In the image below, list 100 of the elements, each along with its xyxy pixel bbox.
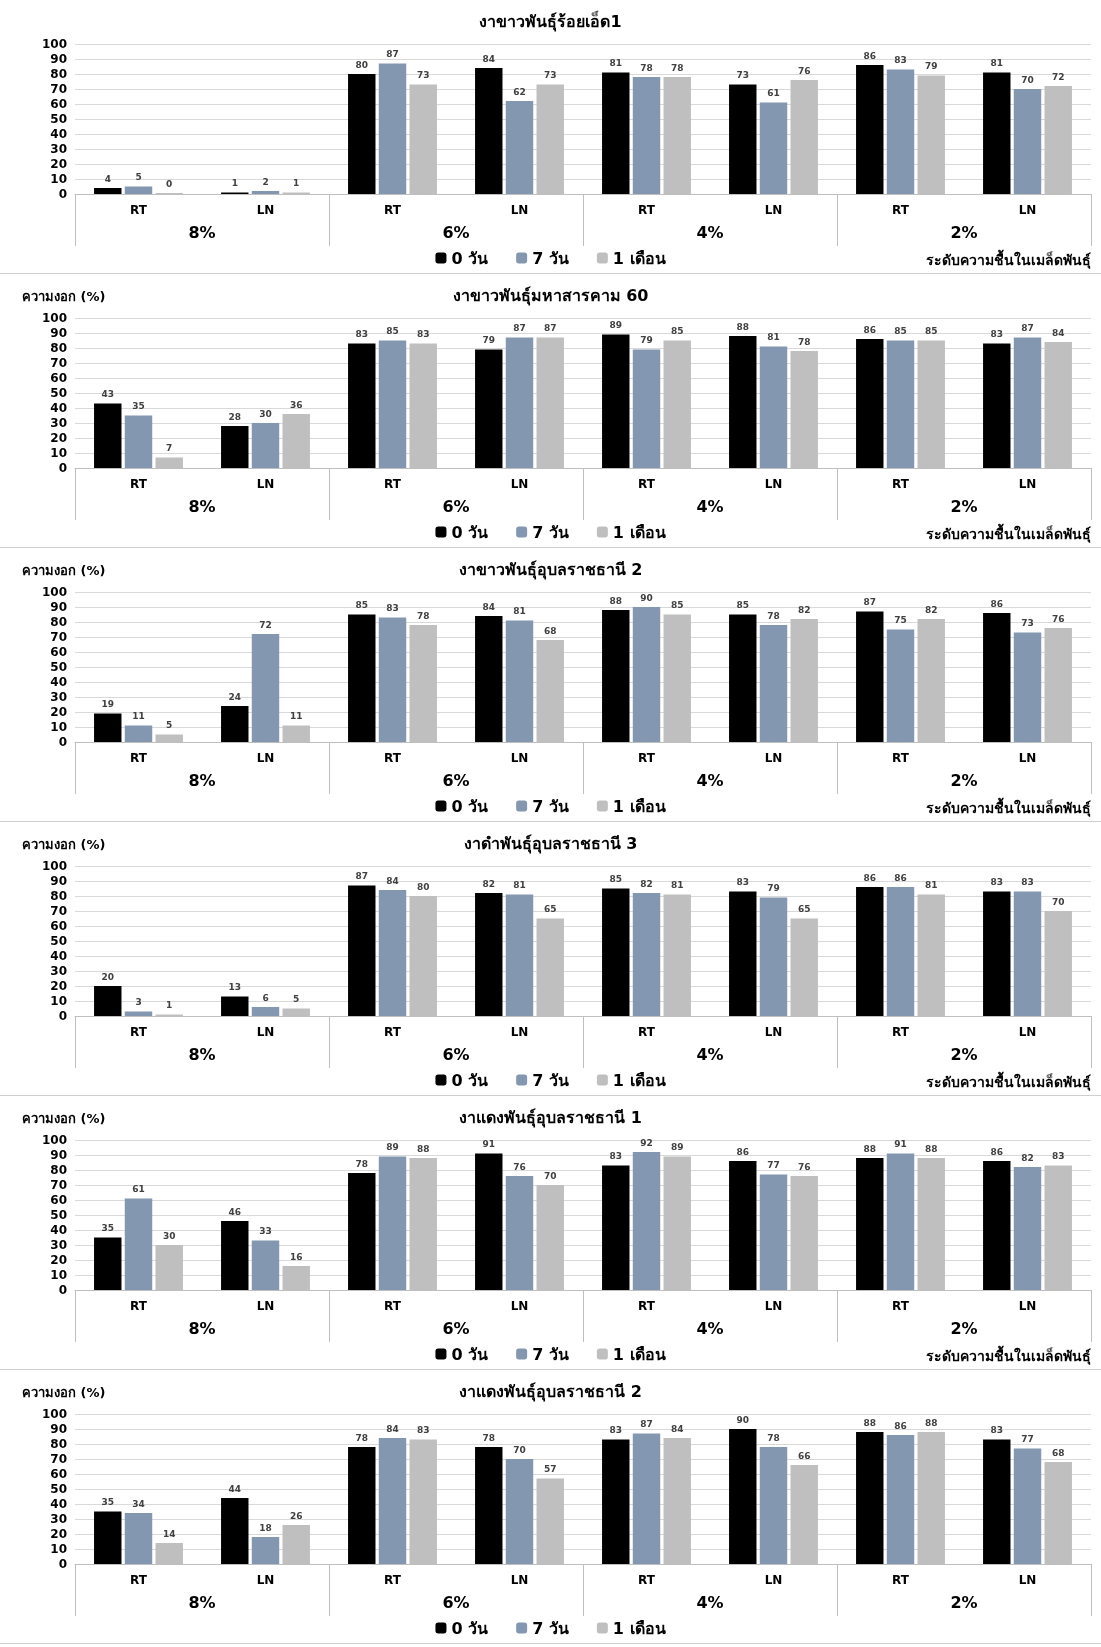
- legend-label: 1 เดือน: [612, 1344, 666, 1364]
- data-label: 88: [924, 1417, 938, 1428]
- bar: [475, 616, 503, 742]
- y-tick-label: 90: [50, 52, 67, 66]
- x-tick-label: RT: [130, 751, 148, 765]
- data-label: 19: [101, 699, 115, 709]
- data-label: 87: [543, 323, 557, 333]
- x-tick-label: RT: [892, 203, 910, 217]
- data-label: 83: [416, 1425, 430, 1435]
- y-tick-label: 20: [50, 157, 67, 171]
- bar: [124, 186, 153, 194]
- data-label: 72: [259, 619, 272, 630]
- bar: [475, 893, 503, 1016]
- y-tick-label: 100: [41, 311, 67, 325]
- data-label: 73: [1021, 618, 1034, 628]
- data-label: 92: [640, 1137, 653, 1148]
- x-tick-label: LN: [1018, 1025, 1037, 1039]
- y-tick-label: 20: [50, 431, 67, 445]
- data-label: 70: [1021, 74, 1034, 85]
- legend-label: 1 เดือน: [612, 522, 666, 542]
- bar: [94, 403, 122, 468]
- bar: [475, 1447, 503, 1564]
- bar: [632, 607, 661, 742]
- text: 8%: [188, 770, 216, 790]
- data-label: 81: [767, 332, 780, 342]
- data-label: 76: [1051, 613, 1065, 624]
- data-label: 11: [289, 711, 303, 721]
- x-tick-label: LN: [510, 1573, 529, 1587]
- x-tick-label: RT: [638, 477, 656, 491]
- data-label: 26: [289, 1510, 303, 1521]
- bar: [124, 1198, 153, 1290]
- x-tick-label: RT: [130, 1573, 148, 1587]
- data-label: 35: [101, 1497, 115, 1507]
- bar: [348, 885, 376, 1016]
- bar: [983, 613, 1011, 742]
- data-label: 70: [513, 1444, 526, 1455]
- x-tick-label: RT: [892, 477, 910, 491]
- bar: [856, 1158, 884, 1290]
- bar: [251, 1007, 280, 1016]
- data-label: 82: [1021, 1152, 1034, 1163]
- y-tick-label: 0: [58, 735, 67, 749]
- data-label: 86: [863, 872, 877, 883]
- data-label: 87: [1021, 323, 1034, 333]
- x-tick-label: RT: [130, 203, 148, 217]
- bar: [759, 1174, 788, 1290]
- data-label: 85: [924, 326, 938, 336]
- x-tick-label: RT: [384, 1025, 402, 1039]
- bar: [856, 611, 884, 742]
- y-tick-label: 70: [50, 1178, 67, 1192]
- bar: [221, 1221, 249, 1290]
- x-tick-label: RT: [130, 477, 148, 491]
- bar: [602, 1439, 630, 1564]
- data-label: 5: [135, 172, 142, 182]
- bar: [251, 423, 280, 468]
- x-tick-label: RT: [638, 751, 656, 765]
- y-tick-label: 80: [50, 67, 67, 81]
- x-tick-label: LN: [764, 1573, 783, 1587]
- y-tick-label: 40: [50, 127, 67, 141]
- data-label: 83: [609, 1425, 623, 1435]
- data-label: 79: [924, 61, 938, 71]
- y-tick-label: 0: [58, 187, 67, 201]
- data-label: 66: [797, 1450, 811, 1461]
- x-axis-title: ระดับความชื้นในเมล็ดพันธุ์: [926, 797, 1091, 817]
- data-label: 5: [166, 720, 173, 730]
- text: 4%: [696, 770, 724, 790]
- data-label: 30: [259, 408, 272, 419]
- bar: [759, 102, 788, 194]
- y-tick-label: 30: [50, 142, 67, 156]
- x-tick-label: LN: [256, 477, 275, 491]
- y-tick-label: 10: [50, 994, 67, 1008]
- bar: [983, 1439, 1011, 1564]
- y-tick-label: 50: [50, 386, 67, 400]
- data-label: 81: [924, 880, 938, 890]
- data-label: 78: [416, 610, 430, 621]
- data-label: 88: [736, 321, 750, 332]
- chart-title: งาดำพันธุ์อุบลราชธานี 3: [463, 833, 638, 854]
- y-tick-label: 0: [58, 461, 67, 475]
- chart-title: งาขาวพันธุ์ร้อยเอ็ด1: [479, 9, 622, 32]
- y-tick-label: 100: [41, 859, 67, 873]
- data-label: 89: [609, 320, 623, 330]
- bar: [602, 334, 630, 468]
- y-axis-title: ความงอก (%): [22, 1111, 106, 1126]
- bar: [729, 336, 757, 468]
- data-label: 86: [990, 598, 1004, 609]
- legend-label: 7 วัน: [532, 248, 569, 268]
- chart-title: งาแดงพันธุ์อุบลราชธานี 1: [459, 1107, 642, 1128]
- y-tick-label: 50: [50, 660, 67, 674]
- x-tick-label: LN: [256, 1025, 275, 1039]
- bar: [475, 349, 503, 468]
- data-label: 16: [289, 1251, 303, 1262]
- y-axis-title: ความงอก (%): [22, 1385, 106, 1400]
- bar: [1013, 1448, 1042, 1564]
- x-tick-label: LN: [256, 1573, 275, 1587]
- data-label: 35: [132, 401, 145, 411]
- data-label: 78: [797, 336, 811, 347]
- legend-label: 0 วัน: [451, 1618, 489, 1638]
- x-tick-label: LN: [510, 477, 529, 491]
- data-label: 75: [894, 615, 907, 625]
- x-tick-label: RT: [638, 1025, 656, 1039]
- data-label: 89: [386, 1142, 399, 1152]
